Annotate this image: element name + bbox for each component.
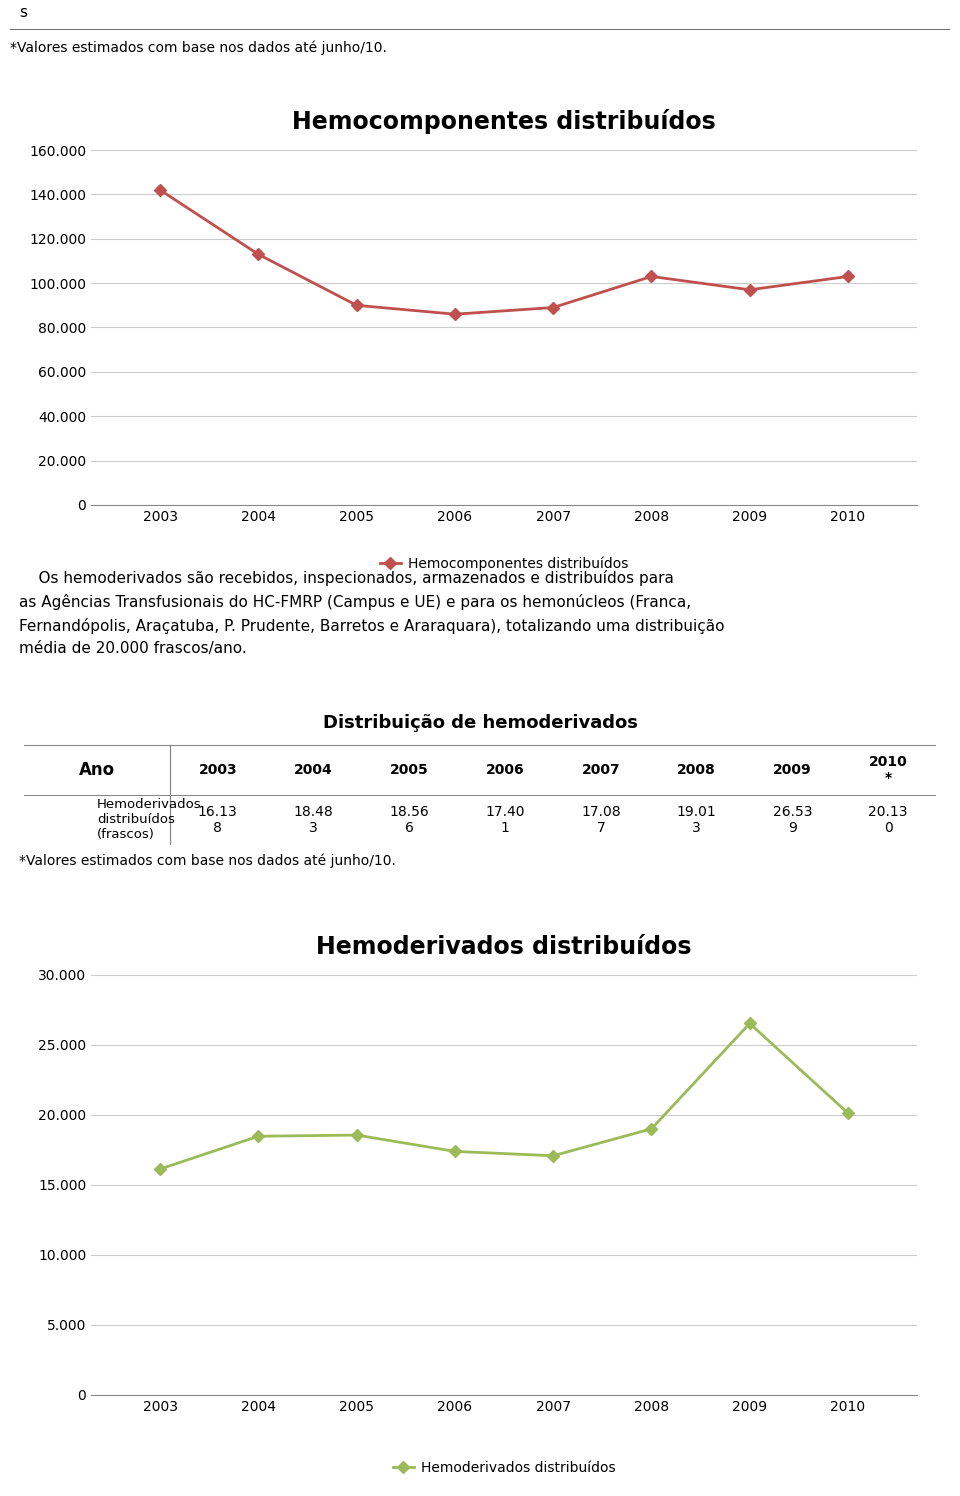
Text: Distribuição de hemoderivados: Distribuição de hemoderivados xyxy=(323,715,637,733)
Text: 20.13
0: 20.13 0 xyxy=(869,805,908,835)
Text: Ano: Ano xyxy=(79,761,115,779)
Text: Hemoderivados
distribuídos
(frascos): Hemoderivados distribuídos (frascos) xyxy=(97,799,202,841)
Text: 2003: 2003 xyxy=(199,763,237,776)
Text: 17.40
1: 17.40 1 xyxy=(486,805,525,835)
Text: 17.08
7: 17.08 7 xyxy=(581,805,621,835)
Text: 2009: 2009 xyxy=(773,763,811,776)
Text: *Valores estimados com base nos dados até junho/10.: *Valores estimados com base nos dados at… xyxy=(10,40,387,55)
Bar xyxy=(24,702,936,745)
Text: 18.48
3: 18.48 3 xyxy=(294,805,333,835)
Text: s: s xyxy=(19,4,27,19)
Text: 2006: 2006 xyxy=(486,763,524,776)
Legend: Hemoderivados distribuídos: Hemoderivados distribuídos xyxy=(387,1456,621,1481)
Text: 2007: 2007 xyxy=(582,763,620,776)
Text: *Valores estimados com base nos dados até junho/10.: *Valores estimados com base nos dados at… xyxy=(19,854,396,868)
Legend: Hemocomponentes distribuídos: Hemocomponentes distribuídos xyxy=(374,551,634,576)
Text: 18.56
6: 18.56 6 xyxy=(390,805,429,835)
Text: 16.13
8: 16.13 8 xyxy=(198,805,238,835)
Text: 2010
*: 2010 * xyxy=(869,755,907,785)
Title: Hemocomponentes distribuídos: Hemocomponentes distribuídos xyxy=(292,109,716,135)
Text: Os hemoderivados são recebidos, inspecionados, armazenados e distribuídos para
a: Os hemoderivados são recebidos, inspecio… xyxy=(19,570,725,655)
Text: 19.01
3: 19.01 3 xyxy=(677,805,716,835)
Title: Hemoderivados distribuídos: Hemoderivados distribuídos xyxy=(316,935,692,959)
Text: 2004: 2004 xyxy=(294,763,333,776)
Text: 2008: 2008 xyxy=(677,763,716,776)
Text: 26.53
9: 26.53 9 xyxy=(773,805,812,835)
Text: 2005: 2005 xyxy=(390,763,429,776)
